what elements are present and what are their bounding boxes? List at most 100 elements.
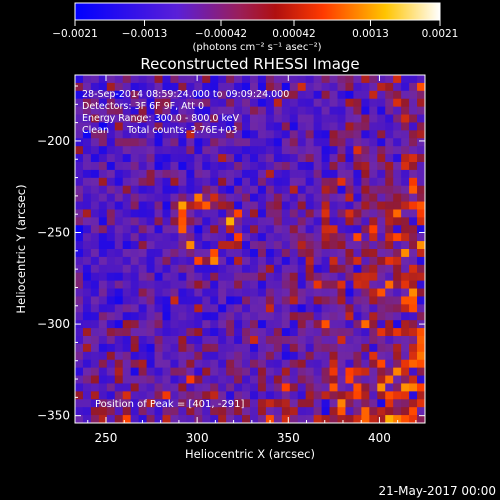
y-tick-label: −350 <box>37 409 70 423</box>
heatmap-cell <box>234 185 243 195</box>
heatmap-cell <box>417 304 426 313</box>
heatmap-cell <box>146 407 156 416</box>
heatmap-cell <box>313 264 323 274</box>
heatmap-cell <box>98 193 108 203</box>
heatmap-cell <box>297 320 307 329</box>
x-tick-label: 250 <box>95 431 118 445</box>
heatmap-cell <box>321 264 331 274</box>
heatmap-cell <box>162 162 171 171</box>
heatmap-cell <box>417 233 426 242</box>
heatmap-cell <box>369 225 378 234</box>
heatmap-cell <box>321 304 331 313</box>
heatmap-cell <box>305 312 315 321</box>
heatmap-cell <box>393 90 402 100</box>
heatmap-cell <box>242 98 251 108</box>
heatmap-cell <box>82 193 92 203</box>
heatmap-cell <box>170 272 179 282</box>
heatmap-cell <box>337 75 346 84</box>
heatmap-cell <box>409 169 418 179</box>
heatmap-cell <box>377 415 386 424</box>
heatmap-cell <box>297 241 307 250</box>
heatmap-cell <box>257 367 267 377</box>
heatmap-cell <box>234 288 243 297</box>
heatmap-cell <box>194 162 203 171</box>
heatmap-cell <box>202 154 211 163</box>
heatmap-cell <box>186 106 195 116</box>
heatmap-cell <box>250 201 259 210</box>
heatmap-cell <box>170 169 179 179</box>
heatmap-cell <box>178 264 187 274</box>
heatmap-cell <box>146 201 156 210</box>
heatmap-cell <box>361 193 370 203</box>
heatmap-cell <box>273 193 283 203</box>
heatmap-cell <box>321 351 331 361</box>
heatmap-cell <box>146 90 156 100</box>
heatmap-cell <box>122 328 132 337</box>
heatmap-cell <box>297 225 307 234</box>
heatmap-cell <box>178 343 187 353</box>
heatmap-cell <box>226 114 235 123</box>
heatmap-cell <box>273 272 283 282</box>
heatmap-cell <box>313 225 323 234</box>
heatmap-cell <box>313 296 323 305</box>
heatmap-cell <box>170 375 179 384</box>
heatmap-cell <box>90 343 100 353</box>
heatmap-cell <box>75 98 84 108</box>
heatmap-cell <box>385 280 394 290</box>
heatmap-cell <box>361 272 370 282</box>
heatmap-cell <box>257 225 267 234</box>
heatmap-cell <box>281 375 291 384</box>
heatmap-cell <box>178 114 187 123</box>
heatmap-cell <box>90 162 100 171</box>
heatmap-cell <box>138 312 148 321</box>
heatmap-cell <box>210 217 219 226</box>
heatmap-cell <box>250 272 259 282</box>
heatmap-cell <box>305 343 315 353</box>
heatmap-cell <box>265 146 275 155</box>
heatmap-cell <box>210 185 219 195</box>
heatmap-cell <box>393 320 402 329</box>
heatmap-cell <box>146 217 156 226</box>
heatmap-cell <box>353 154 362 163</box>
heatmap-cell <box>138 217 148 226</box>
heatmap-cell <box>393 130 402 139</box>
heatmap-cell <box>130 169 140 179</box>
heatmap-cell <box>90 328 100 337</box>
heatmap-cell <box>305 320 315 329</box>
heatmap-cell <box>106 75 116 84</box>
heatmap-cell <box>194 177 203 187</box>
heatmap-cell <box>281 367 291 377</box>
heatmap-cell <box>130 82 140 92</box>
heatmap-cell <box>162 185 171 195</box>
heatmap-cell <box>250 320 259 329</box>
heatmap-cell <box>321 336 331 345</box>
heatmap-cell <box>226 154 235 163</box>
heatmap-cell <box>130 407 140 416</box>
heatmap-cell <box>409 217 418 226</box>
heatmap-cell <box>82 359 92 369</box>
heatmap-cell <box>218 328 227 337</box>
heatmap-cell <box>218 407 227 416</box>
plot-frame <box>74 74 426 424</box>
heatmap-cell <box>218 106 227 116</box>
heatmap-cell <box>138 241 148 250</box>
heatmap-cell <box>281 288 291 297</box>
heatmap-cell <box>289 375 299 384</box>
heatmap-cell <box>305 98 315 108</box>
heatmap-cell <box>385 383 394 392</box>
heatmap-cell <box>138 383 148 392</box>
heatmap-cell <box>281 162 291 171</box>
heatmap-cell <box>281 399 291 408</box>
heatmap-cell <box>75 280 84 290</box>
heatmap-cell <box>281 233 291 242</box>
heatmap-cell <box>417 82 426 92</box>
heatmap-cell <box>329 375 338 384</box>
heatmap-cell <box>130 391 140 400</box>
heatmap-cell <box>385 225 394 234</box>
heatmap-cell <box>234 256 243 266</box>
heatmap-cell <box>289 407 299 416</box>
heatmap-cell <box>162 272 171 282</box>
heatmap-cell <box>154 288 163 297</box>
heatmap-cell <box>210 177 219 187</box>
y-axis-label: Heliocentric Y (arcsec) <box>14 184 28 313</box>
